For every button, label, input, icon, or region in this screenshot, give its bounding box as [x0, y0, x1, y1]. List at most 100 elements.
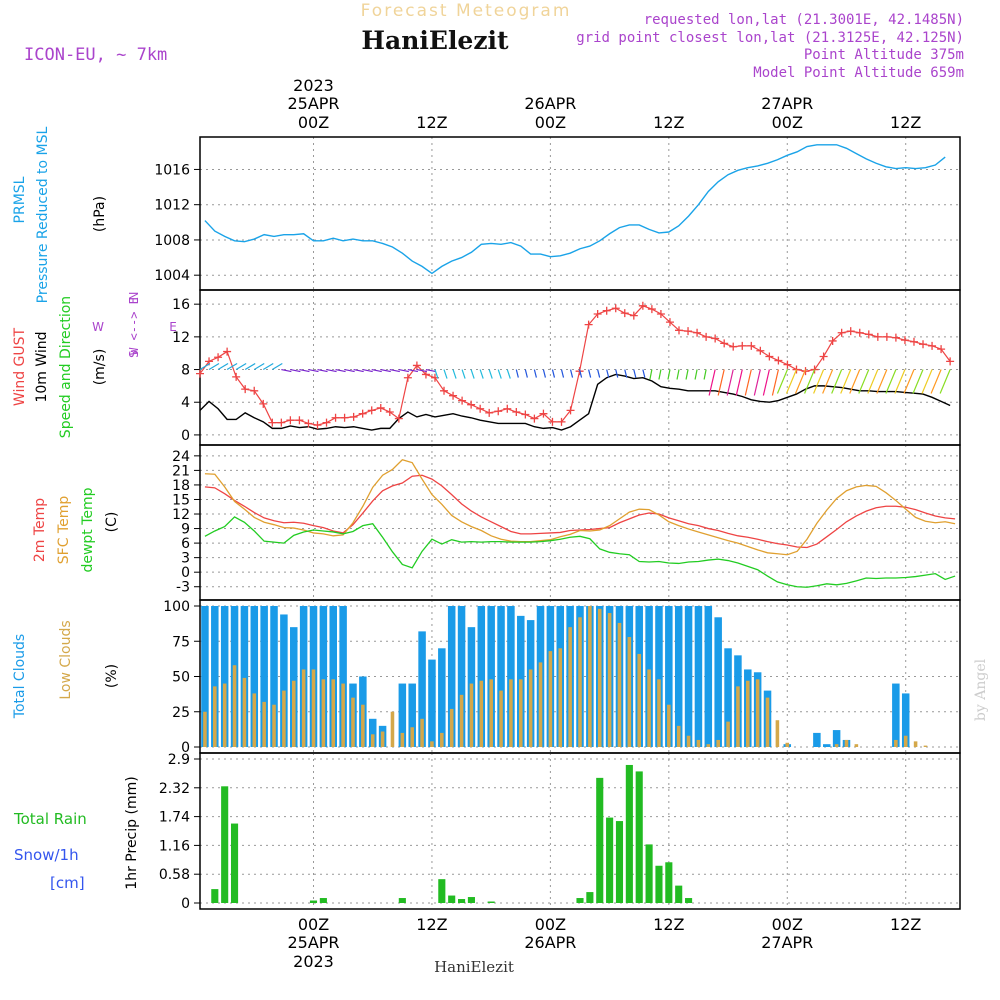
low-cloud-bar: [854, 744, 859, 747]
gust-line: [199, 305, 951, 426]
low-cloud-bar: [390, 711, 395, 747]
rain-label: Total Rain: [13, 810, 87, 828]
low-cloud-bar: [489, 679, 493, 747]
wind-arrow: [235, 363, 247, 371]
grid-point-coords: grid point closest lon,lat (21.3125E, 42…: [576, 30, 964, 46]
wind-arrow: [326, 368, 337, 373]
temp-line-2: [204, 516, 956, 588]
wind-arrow: [308, 368, 319, 373]
model-altitude: Model Point Altitude 659m: [753, 65, 964, 81]
gust-point: [828, 336, 837, 345]
bottom-date-label: 27APR: [761, 933, 813, 952]
gust-point: [629, 311, 638, 320]
gust-point: [882, 332, 891, 341]
low-cloud-bar: [785, 742, 790, 747]
y-tick-label: 24: [172, 449, 190, 465]
gust-point: [909, 337, 918, 346]
gust-point: [846, 327, 855, 336]
panel-frame: [199, 752, 961, 910]
total-cloud-bar: [270, 606, 278, 747]
gust-point: [494, 407, 503, 416]
y-tick-label: 3: [181, 551, 190, 567]
gust-point: [268, 418, 277, 427]
top-year: 2023: [293, 76, 334, 95]
gust-point: [322, 418, 331, 427]
wind-arrow: [470, 369, 475, 379]
total-cloud-bar: [220, 606, 229, 747]
total-cloud-bar: [368, 718, 377, 747]
gust-point: [512, 408, 521, 417]
low-cloud-bar: [903, 735, 908, 747]
gust-point: [674, 326, 683, 335]
rain-bar: [467, 897, 475, 903]
top-tick-label: 12Z: [653, 113, 684, 132]
y-tick-label: 1016: [154, 162, 190, 178]
low-cloud-bar: [252, 693, 257, 747]
total-cloud-bar: [714, 617, 722, 747]
compass-s: S: [127, 350, 141, 358]
low-clouds-label: Low Clouds: [58, 620, 74, 699]
header: Forecast Meteogram HaniElezit ICON-EU, ~…: [24, 1, 989, 976]
y-tick-label: 0.58: [159, 867, 190, 883]
low-cloud-bar: [479, 680, 484, 747]
low-cloud-bar: [667, 704, 671, 747]
wind-arrow: [840, 369, 852, 394]
rain-bar: [586, 892, 594, 903]
gust-point: [738, 341, 747, 350]
rain-bar: [230, 823, 239, 903]
gust-point: [485, 408, 494, 417]
wind-arrow: [794, 369, 807, 394]
wind-arrow: [903, 369, 915, 394]
low-cloud-bar: [834, 744, 839, 747]
wind-arrow: [588, 369, 592, 378]
gust-point: [295, 416, 304, 425]
gust-point: [304, 419, 313, 428]
wind-10m-label: 10m Wind: [34, 331, 50, 402]
low-cloud-bar: [519, 679, 523, 747]
wind-arrow: [416, 368, 428, 373]
rain-bar: [448, 895, 456, 903]
gust-point: [937, 345, 946, 354]
wind-arrow: [676, 369, 680, 380]
clouds-unit: (%): [104, 664, 120, 688]
rain-bar: [211, 889, 219, 903]
low-cloud-bar: [676, 725, 681, 747]
wind-arrow: [569, 369, 574, 378]
wind-arrow: [488, 369, 493, 379]
gust-point: [928, 341, 937, 350]
low-cloud-bar: [430, 741, 434, 747]
wind-arrow: [524, 369, 528, 378]
gust-point: [358, 409, 367, 418]
total-cloud-bar: [477, 606, 486, 747]
gust-point: [458, 396, 467, 405]
gust-point: [385, 408, 394, 417]
gust-point: [765, 352, 774, 361]
low-cloud-bar: [765, 697, 770, 747]
wind-arrow: [389, 368, 400, 373]
top-tick-label: 00Z: [772, 113, 803, 132]
low-cloud-bar: [755, 679, 760, 747]
snow-label: Snow/1h: [14, 846, 79, 864]
precip-unit: 1hr Precip (mm): [124, 776, 140, 889]
y-tick-label: 50: [172, 670, 190, 686]
rain-bar: [319, 898, 327, 903]
gust-point: [403, 373, 412, 382]
total-cloud-bar: [339, 606, 347, 747]
top-title: Forecast Meteogram: [361, 1, 572, 21]
requested-coords: requested lon,lat (21.3001E, 42.1485N): [644, 12, 964, 28]
gust-point: [774, 356, 783, 365]
low-cloud-bar: [272, 704, 276, 747]
watermark: by Angel: [973, 658, 989, 721]
temp-line-1: [204, 458, 956, 556]
wind-arrow: [867, 369, 879, 394]
panel-pressure: 1004 1008 1012 1016 PRMSL Pressure Reduced to…: [12, 126, 961, 303]
bottom-tick-label: 00Z: [298, 915, 329, 934]
y-tick-label: 18: [172, 478, 190, 494]
low-cloud-bar: [262, 701, 266, 747]
wind-arrow: [649, 369, 653, 380]
rain-bar: [596, 777, 604, 903]
y-tick-label: 16: [172, 297, 190, 313]
y-tick-label: 2.9: [168, 752, 190, 768]
wind-arrow: [597, 369, 601, 378]
